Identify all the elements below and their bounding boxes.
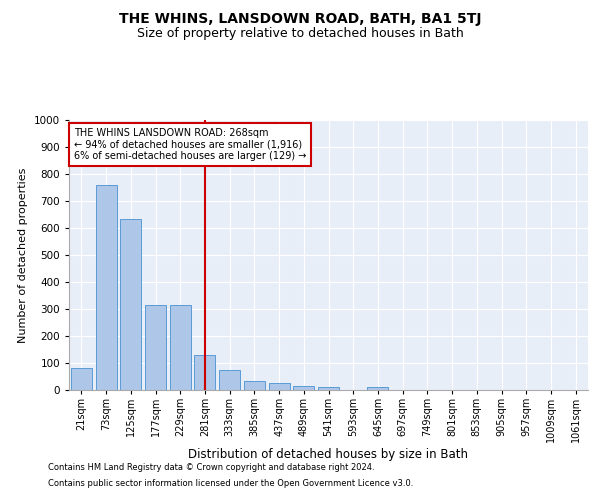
Text: Contains public sector information licensed under the Open Government Licence v3: Contains public sector information licen… (48, 478, 413, 488)
Bar (194, 355, 215, 390)
Bar (170, 305, 191, 390)
Text: THE WHINS, LANSDOWN ROAD, BATH, BA1 5TJ: THE WHINS, LANSDOWN ROAD, BATH, BA1 5TJ (119, 12, 481, 26)
Bar (120, 218, 141, 390)
Text: Contains HM Land Registry data © Crown copyright and database right 2024.: Contains HM Land Registry data © Crown c… (48, 464, 374, 472)
Bar (244, 380, 265, 390)
Bar (71, 368, 92, 390)
Bar (269, 383, 290, 390)
Text: THE WHINS LANSDOWN ROAD: 268sqm
← 94% of detached houses are smaller (1,916)
6% : THE WHINS LANSDOWN ROAD: 268sqm ← 94% of… (74, 128, 307, 162)
Bar (145, 305, 166, 390)
Bar (219, 370, 240, 390)
Bar (318, 388, 339, 390)
X-axis label: Distribution of detached houses by size in Bath: Distribution of detached houses by size … (188, 448, 469, 461)
Bar (293, 386, 314, 390)
Y-axis label: Number of detached properties: Number of detached properties (18, 168, 28, 342)
Bar (367, 387, 388, 390)
Bar (95, 185, 116, 390)
Text: Size of property relative to detached houses in Bath: Size of property relative to detached ho… (137, 28, 463, 40)
